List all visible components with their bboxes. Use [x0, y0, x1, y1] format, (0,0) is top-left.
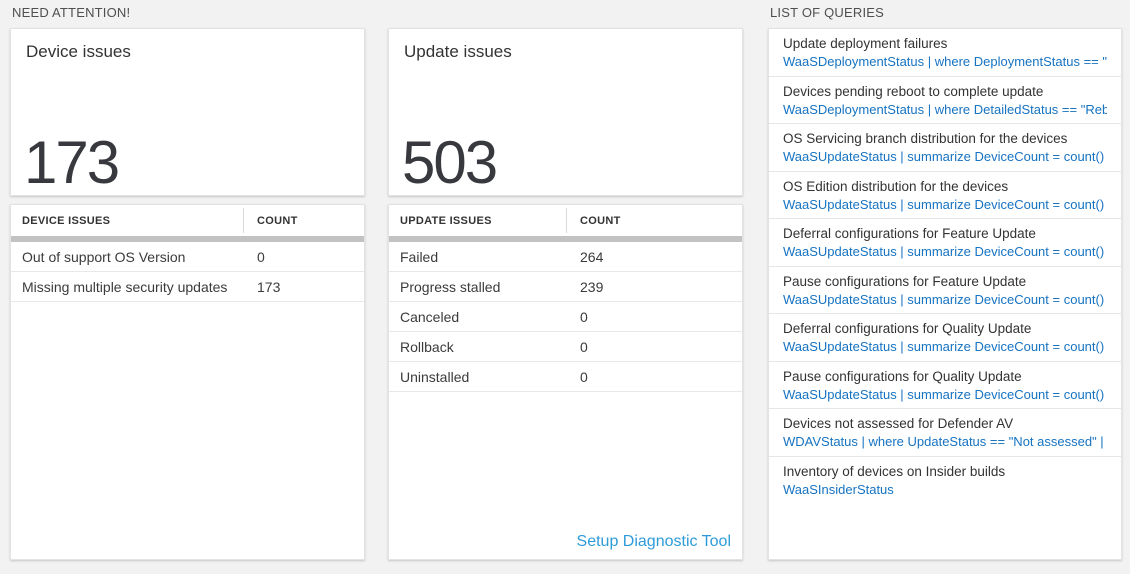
device-issues-tile[interactable]: Device issues 173: [10, 28, 365, 196]
table-row[interactable]: Progress stalled 239: [389, 272, 742, 302]
device-issues-table: DEVICE ISSUES COUNT Out of support OS Ve…: [10, 204, 365, 560]
query-item[interactable]: Deferral configurations for Quality Upda…: [769, 314, 1121, 362]
row-label: Missing multiple security updates: [22, 278, 228, 295]
query-title: Pause configurations for Quality Update: [783, 368, 1022, 384]
count-column-header: COUNT: [243, 208, 364, 233]
query-title: Update deployment failures: [783, 36, 948, 51]
query-item[interactable]: Pause configurations for Quality Update …: [769, 362, 1121, 409]
query-title: Deferral configurations for Feature Upda…: [783, 226, 1036, 241]
query-item[interactable]: Devices pending reboot to complete updat…: [769, 77, 1121, 124]
table-header-bar: [11, 236, 364, 242]
query-text[interactable]: WaaSUpdateStatus | summarize DeviceCount…: [783, 339, 1107, 354]
query-text[interactable]: WaaSUpdateStatus | summarize DeviceCount…: [783, 386, 1107, 402]
query-title: Devices pending reboot to complete updat…: [783, 83, 1044, 99]
queries-panel: Update deployment failures WaaSDeploymen…: [768, 28, 1122, 560]
device-issues-tile-value: 173: [24, 129, 120, 196]
table-row[interactable]: Rollback 0: [389, 332, 742, 362]
table-row[interactable]: Canceled 0: [389, 302, 742, 332]
query-text[interactable]: WaaSDeploymentStatus | where DeploymentS…: [783, 54, 1107, 69]
query-title: Devices not assessed for Defender AV: [783, 416, 1014, 431]
update-issues-column-header: UPDATE ISSUES: [400, 214, 492, 227]
query-item[interactable]: Inventory of devices on Insider builds W…: [769, 457, 1121, 505]
row-label: Uninstalled: [400, 368, 470, 385]
query-title: OS Servicing branch distribution for the…: [783, 131, 1068, 146]
table-row[interactable]: Missing multiple security updates 173: [11, 272, 364, 302]
query-text[interactable]: WaaSUpdateStatus | summarize DeviceCount…: [783, 196, 1107, 212]
list-of-queries-header: LIST OF QUERIES: [770, 5, 885, 20]
query-item[interactable]: OS Servicing branch distribution for the…: [769, 124, 1121, 172]
table-row[interactable]: Uninstalled 0: [389, 362, 742, 392]
query-text[interactable]: WaaSUpdateStatus | summarize DeviceCount…: [783, 149, 1107, 164]
need-attention-header: NEED ATTENTION!: [12, 5, 131, 20]
query-text[interactable]: WaaSUpdateStatus | summarize DeviceCount…: [783, 291, 1107, 307]
row-label: Out of support OS Version: [22, 248, 186, 265]
query-item[interactable]: OS Edition distribution for the devices …: [769, 172, 1121, 219]
query-text[interactable]: WaaSUpdateStatus | summarize DeviceCount…: [783, 244, 1107, 259]
row-label: Progress stalled: [400, 278, 501, 295]
query-text[interactable]: WDAVStatus | where UpdateStatus == "Not …: [783, 434, 1107, 449]
update-issues-table: UPDATE ISSUES COUNT Failed 264 Progress …: [388, 204, 743, 560]
row-count: 264: [580, 248, 604, 265]
update-issues-tile-title: Update issues: [404, 42, 512, 61]
query-item[interactable]: Deferral configurations for Feature Upda…: [769, 219, 1121, 267]
query-item[interactable]: Devices not assessed for Defender AV WDA…: [769, 409, 1121, 457]
row-label: Canceled: [400, 308, 460, 325]
setup-diagnostic-tool-link[interactable]: Setup Diagnostic Tool: [576, 533, 731, 550]
query-title: Deferral configurations for Quality Upda…: [783, 321, 1032, 336]
row-count: 0: [580, 338, 588, 355]
device-issues-table-header: DEVICE ISSUES COUNT: [11, 205, 364, 236]
row-count: 0: [580, 368, 588, 385]
update-issues-tile[interactable]: Update issues 503: [388, 28, 743, 196]
query-title: Inventory of devices on Insider builds: [783, 463, 1006, 479]
row-label: Failed: [400, 248, 439, 265]
table-row[interactable]: Failed 264: [389, 242, 742, 272]
query-title: OS Edition distribution for the devices: [783, 178, 1009, 194]
row-count: 239: [580, 278, 604, 295]
update-issues-table-header: UPDATE ISSUES COUNT: [389, 205, 742, 236]
row-count: 173: [257, 278, 281, 295]
device-issues-tile-title: Device issues: [26, 42, 131, 61]
update-issues-tile-value: 503: [402, 129, 498, 196]
query-item[interactable]: Update deployment failures WaaSDeploymen…: [769, 29, 1121, 77]
device-issues-column-header: DEVICE ISSUES: [22, 214, 111, 227]
query-item[interactable]: Pause configurations for Feature Update …: [769, 267, 1121, 314]
query-text[interactable]: WaaSInsiderStatus: [783, 481, 894, 497]
count-column-header: COUNT: [566, 208, 742, 233]
query-text[interactable]: WaaSDeploymentStatus | where DetailedSta…: [783, 101, 1107, 117]
table-header-bar: [389, 236, 742, 242]
query-title: Pause configurations for Feature Update: [783, 273, 1027, 289]
row-label: Rollback: [400, 338, 454, 355]
row-count: 0: [257, 248, 265, 265]
table-row[interactable]: Out of support OS Version 0: [11, 242, 364, 272]
row-count: 0: [580, 308, 588, 325]
